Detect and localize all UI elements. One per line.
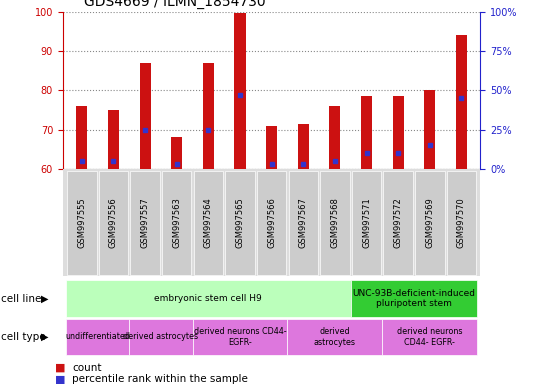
Text: count: count bbox=[72, 363, 102, 373]
Text: cell line: cell line bbox=[1, 293, 41, 304]
Bar bbox=[203, 63, 214, 169]
Bar bbox=[424, 90, 435, 169]
Bar bbox=[393, 96, 403, 169]
Bar bbox=[140, 63, 151, 169]
Bar bbox=[298, 124, 309, 169]
Text: embryonic stem cell H9: embryonic stem cell H9 bbox=[155, 294, 262, 303]
Text: ■: ■ bbox=[55, 363, 65, 373]
Bar bbox=[108, 110, 119, 169]
Bar bbox=[234, 13, 246, 169]
Text: derived astrocytes: derived astrocytes bbox=[123, 333, 198, 341]
Text: ▶: ▶ bbox=[41, 332, 49, 342]
Bar bbox=[171, 137, 182, 169]
Text: undifferentiated: undifferentiated bbox=[65, 333, 130, 341]
Bar bbox=[361, 96, 372, 169]
Text: cell type: cell type bbox=[1, 332, 45, 342]
Text: UNC-93B-deficient-induced
pluripotent stem: UNC-93B-deficient-induced pluripotent st… bbox=[353, 289, 476, 308]
Text: ▶: ▶ bbox=[41, 293, 49, 304]
Bar bbox=[329, 106, 341, 169]
Bar bbox=[76, 106, 87, 169]
Text: GDS4669 / ILMN_1854730: GDS4669 / ILMN_1854730 bbox=[84, 0, 265, 9]
Text: derived neurons CD44-
EGFR-: derived neurons CD44- EGFR- bbox=[194, 327, 286, 347]
Text: derived
astrocytes: derived astrocytes bbox=[314, 327, 356, 347]
Text: GSM997566: GSM997566 bbox=[267, 197, 276, 248]
Text: percentile rank within the sample: percentile rank within the sample bbox=[72, 374, 248, 384]
Text: GSM997571: GSM997571 bbox=[362, 197, 371, 248]
Text: GSM997572: GSM997572 bbox=[394, 197, 403, 248]
Text: GSM997565: GSM997565 bbox=[235, 197, 245, 248]
Text: GSM997556: GSM997556 bbox=[109, 197, 118, 248]
Text: GSM997563: GSM997563 bbox=[172, 197, 181, 248]
Text: ■: ■ bbox=[55, 374, 65, 384]
Text: GSM997570: GSM997570 bbox=[457, 197, 466, 248]
Text: GSM997555: GSM997555 bbox=[78, 197, 86, 248]
Text: GSM997557: GSM997557 bbox=[140, 197, 150, 248]
Text: GSM997567: GSM997567 bbox=[299, 197, 308, 248]
Bar bbox=[456, 35, 467, 169]
Text: GSM997564: GSM997564 bbox=[204, 197, 213, 248]
Text: derived neurons
CD44- EGFR-: derived neurons CD44- EGFR- bbox=[397, 327, 462, 347]
Text: GSM997569: GSM997569 bbox=[425, 197, 435, 248]
Text: GSM997568: GSM997568 bbox=[330, 197, 340, 248]
Bar bbox=[266, 126, 277, 169]
